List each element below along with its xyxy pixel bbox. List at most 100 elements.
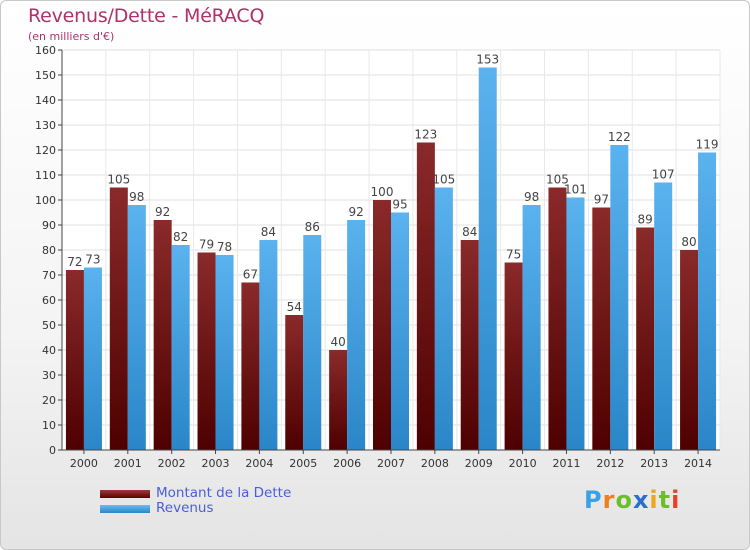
bar-revenus-2006 bbox=[347, 220, 366, 450]
y-tick-label-140: 140 bbox=[35, 94, 56, 107]
data-label-revenus-2012: 122 bbox=[608, 130, 631, 144]
bar-revenus-2004 bbox=[259, 240, 278, 450]
bar-dette-2001 bbox=[109, 187, 128, 450]
data-label-revenus-2011: 101 bbox=[564, 183, 587, 197]
bar-dette-2012 bbox=[592, 207, 611, 450]
data-label-revenus-2004: 84 bbox=[261, 225, 276, 239]
bars-layer bbox=[65, 67, 717, 450]
y-tick-label-160: 160 bbox=[35, 44, 56, 57]
data-label-revenus-2010: 98 bbox=[524, 190, 539, 204]
data-label-revenus-2003: 78 bbox=[217, 240, 232, 254]
data-label-dette-2003: 79 bbox=[199, 238, 214, 252]
data-label-dette-2005: 54 bbox=[287, 300, 302, 314]
bar-dette-2011 bbox=[548, 187, 567, 450]
data-label-revenus-2013: 107 bbox=[652, 168, 675, 182]
x-tick-label-2006: 2006 bbox=[333, 457, 361, 470]
data-label-dette-2006: 40 bbox=[330, 335, 345, 349]
bar-revenus-2011 bbox=[566, 197, 585, 450]
data-label-revenus-2005: 86 bbox=[305, 220, 320, 234]
x-tick-label-2005: 2005 bbox=[289, 457, 317, 470]
legend-swatch-revenus bbox=[100, 505, 150, 513]
data-label-dette-2002: 92 bbox=[155, 205, 170, 219]
y-tick-label-70: 70 bbox=[42, 269, 56, 282]
legend-label-revenus: Revenus bbox=[156, 500, 214, 516]
y-tick-label-40: 40 bbox=[42, 344, 56, 357]
data-label-dette-2001: 105 bbox=[107, 173, 130, 187]
bar-revenus-2013 bbox=[654, 182, 673, 450]
x-tick-label-2010: 2010 bbox=[509, 457, 537, 470]
x-tick-label-2007: 2007 bbox=[377, 457, 405, 470]
bar-dette-2014 bbox=[680, 250, 699, 450]
bar-dette-2010 bbox=[504, 262, 523, 450]
data-label-dette-2007: 100 bbox=[371, 185, 394, 199]
data-label-dette-2004: 67 bbox=[243, 268, 258, 282]
bar-revenus-2009 bbox=[478, 67, 497, 450]
x-tick-label-2000: 2000 bbox=[70, 457, 98, 470]
y-tick-label-60: 60 bbox=[42, 294, 56, 307]
data-label-revenus-2000: 73 bbox=[85, 253, 100, 267]
legend-label-dette: Montant de la Dette bbox=[156, 485, 292, 501]
bar-revenus-2012 bbox=[610, 145, 629, 450]
bar-revenus-2014 bbox=[698, 152, 717, 450]
bar-dette-2007 bbox=[373, 200, 391, 450]
bar-revenus-2003 bbox=[215, 255, 234, 450]
axis-layer: 0 10 20 30 40 50 60 70 80 90 100 110 120 130 140 150 160… bbox=[35, 44, 720, 470]
data-label-revenus-2008: 105 bbox=[432, 173, 455, 187]
legend-swatch-dette bbox=[100, 490, 150, 498]
y-tick-label-30: 30 bbox=[42, 369, 56, 382]
data-label-dette-2010: 75 bbox=[506, 248, 521, 262]
bar-dette-2006 bbox=[329, 350, 348, 450]
data-label-revenus-2006: 92 bbox=[348, 205, 363, 219]
bar-dette-2008 bbox=[416, 142, 435, 450]
bar-revenus-2010 bbox=[522, 205, 541, 450]
x-tick-label-2011: 2011 bbox=[552, 457, 580, 470]
bar-revenus-2008 bbox=[434, 187, 453, 450]
logo-letter-6: i bbox=[671, 486, 681, 514]
data-label-dette-2009: 84 bbox=[462, 225, 477, 239]
data-label-revenus-2007: 95 bbox=[392, 198, 407, 212]
y-tick-label-150: 150 bbox=[35, 69, 56, 82]
bar-dette-2002 bbox=[153, 220, 172, 450]
data-label-dette-2000: 72 bbox=[67, 255, 82, 269]
data-label-dette-2014: 80 bbox=[681, 235, 696, 249]
x-tick-label-2013: 2013 bbox=[640, 457, 668, 470]
data-label-revenus-2002: 82 bbox=[173, 230, 188, 244]
bar-dette-2013 bbox=[636, 227, 655, 450]
x-tick-label-2002: 2002 bbox=[158, 457, 186, 470]
x-tick-label-2003: 2003 bbox=[202, 457, 230, 470]
x-tick-label-2001: 2001 bbox=[114, 457, 142, 470]
proxiti-logo: Proxiti bbox=[584, 486, 680, 514]
logo-letter-0: P bbox=[584, 486, 603, 514]
chart-title: Revenus/Dette - MéRACQ bbox=[28, 5, 265, 27]
y-tick-label-10: 10 bbox=[42, 419, 56, 432]
y-tick-label-90: 90 bbox=[42, 219, 56, 232]
bar-revenus-2001 bbox=[127, 205, 146, 450]
x-tick-label-2009: 2009 bbox=[465, 457, 493, 470]
x-tick-label-2014: 2014 bbox=[684, 457, 712, 470]
bar-dette-2000 bbox=[65, 270, 84, 450]
bar-dette-2005 bbox=[285, 315, 304, 450]
y-tick-label-120: 120 bbox=[35, 144, 56, 157]
logo-letter-3: x bbox=[632, 486, 650, 514]
data-label-revenus-2014: 119 bbox=[696, 138, 719, 152]
x-tick-label-2008: 2008 bbox=[421, 457, 449, 470]
y-tick-label-80: 80 bbox=[42, 244, 56, 257]
bar-revenus-2000 bbox=[83, 267, 102, 450]
y-tick-label-20: 20 bbox=[42, 394, 56, 407]
y-tick-label-100: 100 bbox=[35, 194, 56, 207]
bar-revenus-2005 bbox=[303, 235, 322, 450]
logo-letter-1: r bbox=[602, 486, 616, 514]
logo-letter-4: i bbox=[649, 486, 659, 514]
data-label-dette-2012: 97 bbox=[594, 193, 609, 207]
x-tick-label-2012: 2012 bbox=[596, 457, 624, 470]
bar-revenus-2007 bbox=[391, 212, 409, 450]
logo-letter-2: o bbox=[615, 486, 633, 514]
data-label-dette-2008: 123 bbox=[414, 128, 437, 142]
data-label-revenus-2001: 98 bbox=[129, 190, 144, 204]
data-label-dette-2011: 105 bbox=[546, 173, 569, 187]
data-label-revenus-2009: 153 bbox=[476, 53, 499, 67]
data-label-dette-2013: 89 bbox=[638, 213, 653, 227]
logo-letter-5: t bbox=[658, 486, 672, 514]
